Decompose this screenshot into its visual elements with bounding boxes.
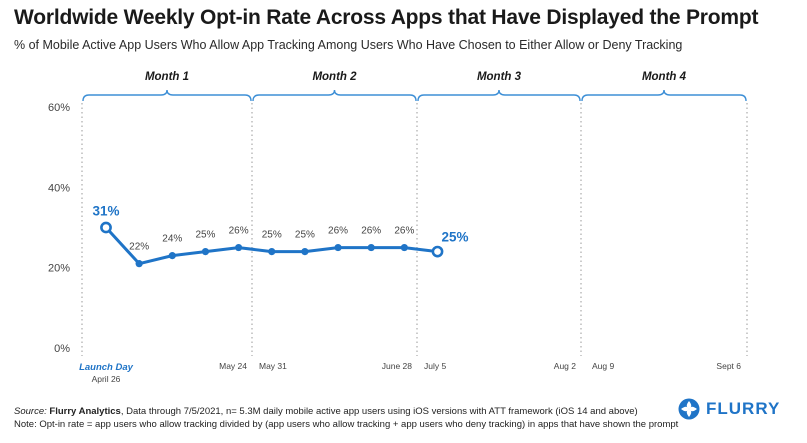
period-bracket <box>82 89 252 102</box>
data-label: 26% <box>229 226 249 237</box>
y-tick-label: 0% <box>54 343 70 355</box>
data-label: 25% <box>195 230 215 241</box>
flurry-logo-text: FLURRY <box>706 399 781 418</box>
period-bracket <box>417 89 581 102</box>
data-label: 31% <box>92 204 119 219</box>
period-bracket <box>252 89 417 102</box>
chart-title: Worldwide Weekly Opt-in Rate Across Apps… <box>14 6 759 29</box>
launch-day-label: Launch Day <box>79 362 134 373</box>
y-tick-label: 20% <box>48 263 70 275</box>
data-label: 26% <box>328 226 348 237</box>
data-label: 24% <box>162 234 182 245</box>
flurry-flower-icon <box>678 398 700 420</box>
x-axis-label: May 24 <box>219 361 247 371</box>
period-label: Month 1 <box>145 71 189 83</box>
y-tick-label: 40% <box>48 182 70 194</box>
launch-date-label: April 26 <box>92 374 121 384</box>
chart-subtitle: % of Mobile Active App Users Who Allow A… <box>14 38 683 52</box>
y-tick-label: 60% <box>48 102 70 114</box>
period-label: Month 3 <box>477 71 522 83</box>
definition-note: Note: Opt-in rate = app users who allow … <box>14 419 679 430</box>
data-point <box>400 243 408 252</box>
period-bracket <box>581 89 747 102</box>
data-point <box>431 245 444 258</box>
data-label: 22% <box>129 242 149 253</box>
data-point <box>334 243 342 252</box>
x-axis-label: June 28 <box>382 361 413 371</box>
data-point <box>268 248 276 256</box>
source-name: Flurry Analytics <box>49 406 121 417</box>
data-label: 25% <box>295 230 315 241</box>
data-label: 26% <box>394 226 414 237</box>
data-point <box>235 243 243 252</box>
x-axis-label: Aug 9 <box>592 361 614 371</box>
x-axis-label: July 5 <box>424 361 446 371</box>
data-label: 26% <box>361 226 381 237</box>
x-axis-label: Sept 6 <box>716 361 741 371</box>
flurry-logo: FLURRY <box>678 398 780 420</box>
data-point <box>201 248 210 256</box>
x-axis-label: Aug 2 <box>554 361 576 371</box>
data-point <box>301 248 309 256</box>
opt-in-rate-chart: 0% 20% 40% 60% Month 1 Month 2 Month 3 Month 4… <box>48 71 748 384</box>
data-point <box>135 260 143 268</box>
data-point <box>367 243 375 252</box>
data-point <box>100 221 112 234</box>
data-label: 25% <box>262 230 282 241</box>
data-point <box>168 252 176 260</box>
data-label: 25% <box>442 230 469 245</box>
source-note: Source: Flurry Analytics, Data through 7… <box>14 406 638 417</box>
period-label: Month 2 <box>312 71 357 83</box>
x-axis-label: May 31 <box>259 361 287 371</box>
period-label: Month 4 <box>642 71 687 83</box>
